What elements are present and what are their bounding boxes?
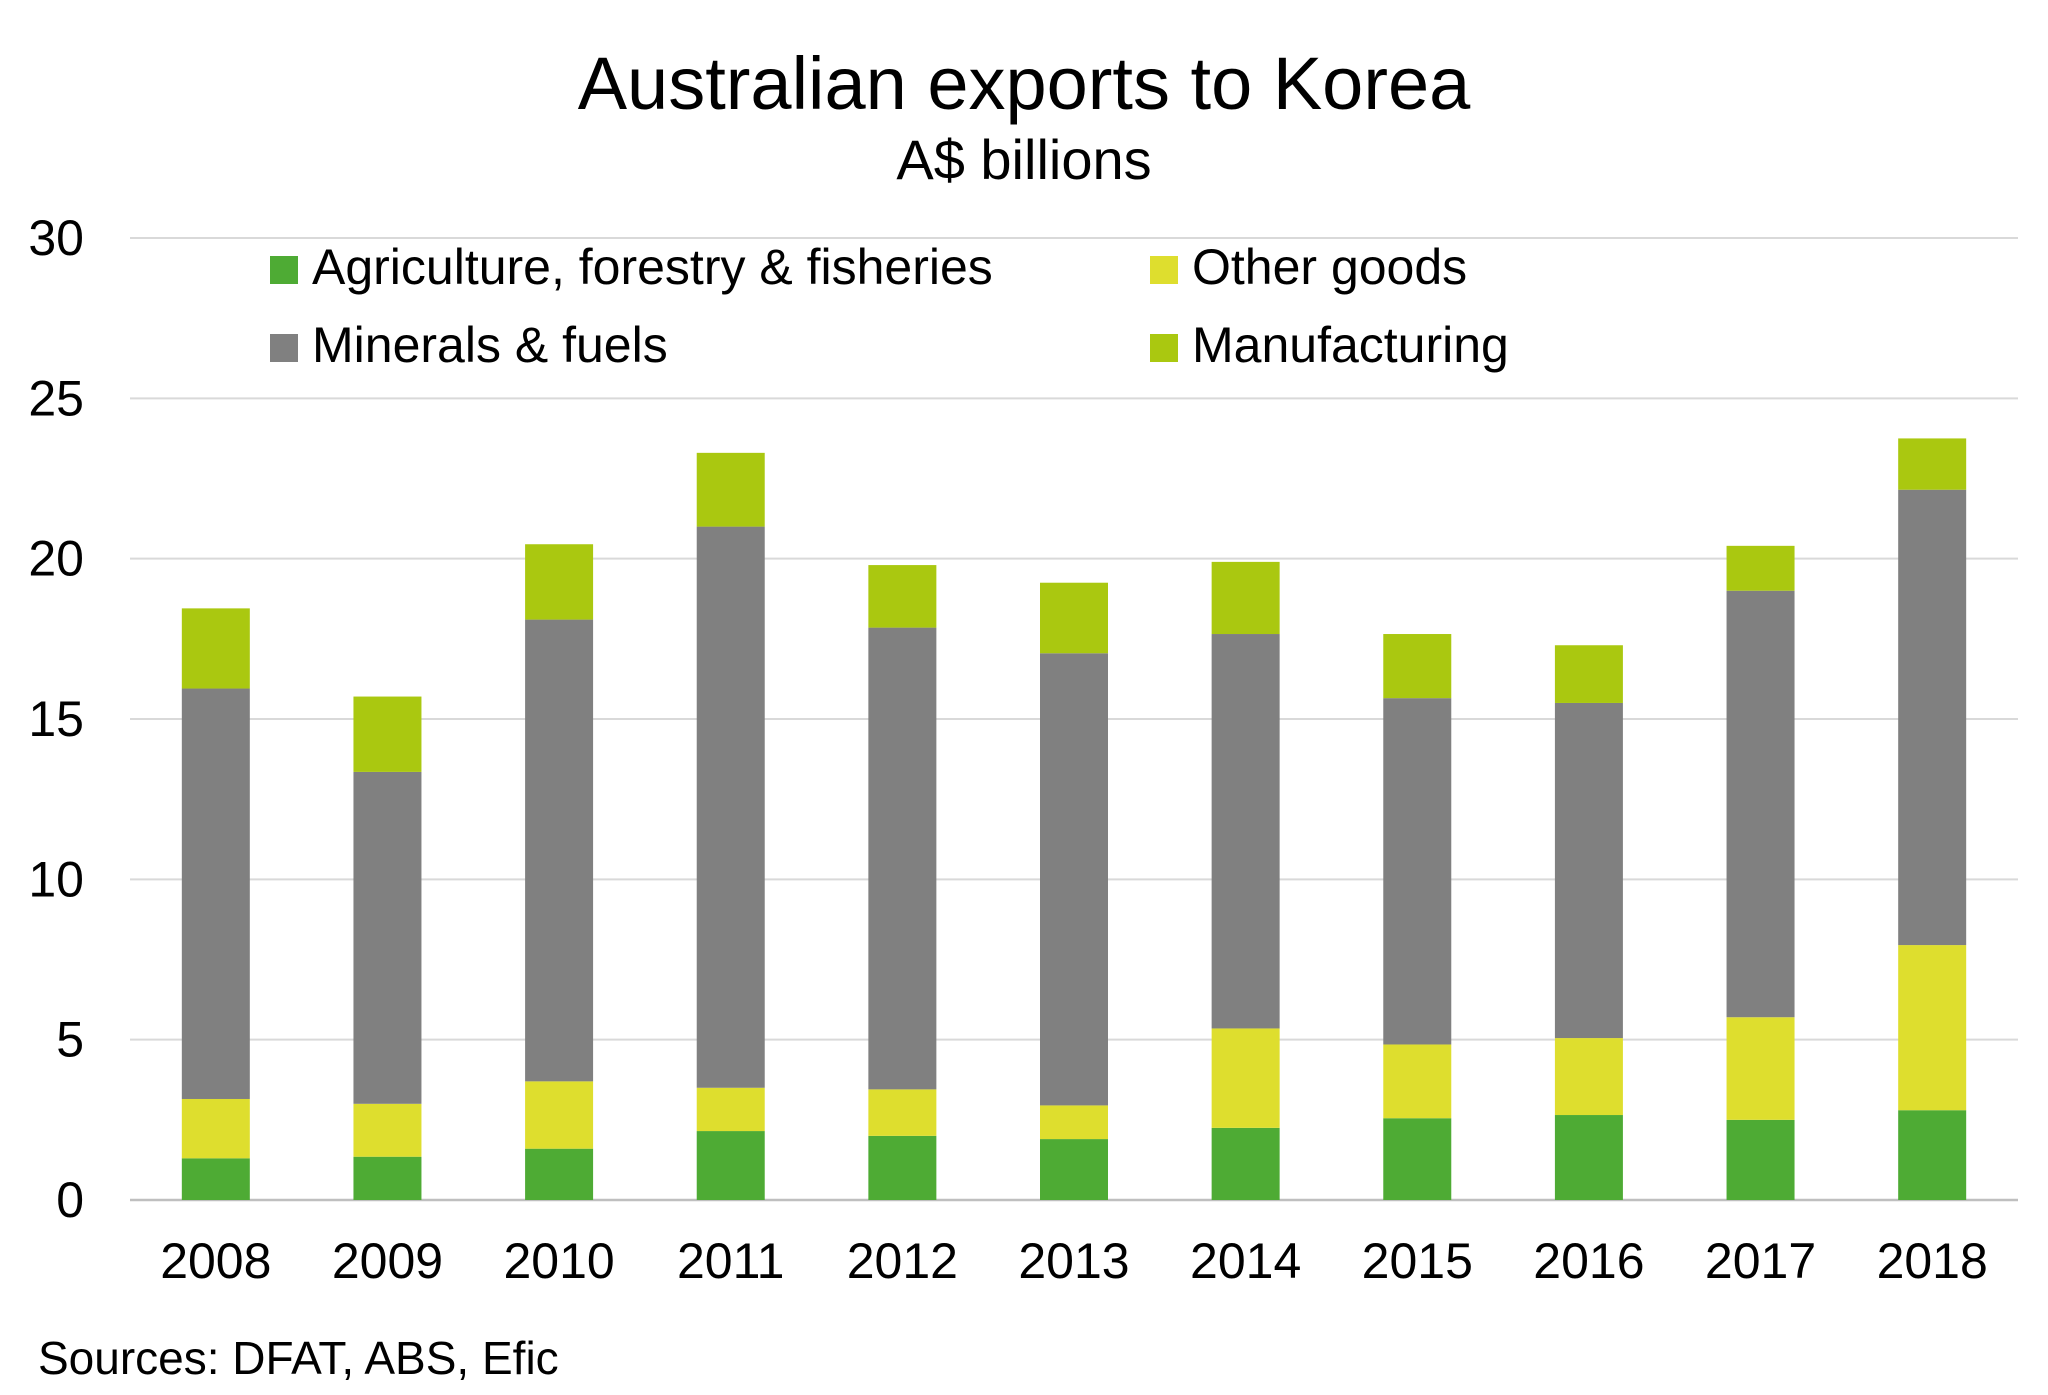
bar-segment — [868, 627, 937, 1090]
bar-segment — [1040, 582, 1108, 654]
bar-segment — [1211, 561, 1280, 635]
chart-title: Australian exports to Korea — [577, 42, 1471, 125]
x-tick-label: 2015 — [1362, 1233, 1473, 1289]
bar-segment — [696, 526, 765, 1088]
legend-swatch — [1150, 334, 1178, 362]
bar-segment — [1726, 590, 1795, 1018]
bar-segment — [181, 608, 250, 689]
bar-segment — [353, 771, 422, 1104]
x-tick-label: 2008 — [160, 1233, 271, 1289]
bar-segment — [1554, 702, 1623, 1039]
y-tick-label: 5 — [56, 1012, 84, 1068]
bar-segment — [1554, 1038, 1623, 1116]
bar-segment — [1040, 1105, 1108, 1140]
bar-segment — [353, 696, 422, 772]
legend-entry: Agriculture, forestry & fisheries — [312, 239, 993, 295]
bar-segment — [1898, 489, 1967, 946]
y-tick-label: 15 — [28, 691, 84, 747]
bar-segment — [696, 1131, 765, 1200]
y-tick-label: 10 — [28, 851, 84, 907]
bar-segment — [525, 619, 594, 1082]
x-tick-label: 2017 — [1705, 1233, 1816, 1289]
bar-segment — [1383, 634, 1452, 699]
bar-segment — [1554, 1115, 1623, 1200]
bar-segment — [525, 1148, 594, 1200]
bar-segment — [1898, 1110, 1967, 1200]
bar-segment — [1383, 1044, 1452, 1119]
bar-segment — [353, 1156, 422, 1200]
source-note: Sources: DFAT, ABS, Efic — [38, 1332, 559, 1384]
bar-segment — [1040, 653, 1108, 1106]
bar-segment — [525, 544, 594, 620]
bar-segment — [1383, 1118, 1452, 1200]
bar-segment — [525, 1081, 594, 1149]
y-tick-label: 0 — [56, 1172, 84, 1228]
x-tick-label: 2011 — [677, 1233, 785, 1289]
chart-subtitle: A$ billions — [896, 128, 1152, 191]
bar-segment — [181, 1098, 250, 1159]
bar-segment — [1726, 1017, 1795, 1120]
legend-swatch — [270, 256, 298, 284]
bar-segment — [1726, 1119, 1795, 1200]
bar-segment — [181, 688, 250, 1099]
x-tick-label: 2010 — [503, 1233, 614, 1289]
bar-segment — [868, 1089, 937, 1136]
y-tick-label: 20 — [28, 531, 84, 587]
x-tick-label: 2016 — [1533, 1233, 1644, 1289]
bar-segment — [1211, 1028, 1280, 1128]
bar-segment — [868, 565, 937, 628]
y-tick-label: 30 — [28, 210, 84, 266]
legend-entry: Manufacturing — [1192, 317, 1509, 373]
bar-segment — [1726, 545, 1795, 591]
legend-entry: Minerals & fuels — [312, 317, 668, 373]
y-tick-label: 25 — [28, 370, 84, 426]
x-tick-label: 2014 — [1190, 1233, 1301, 1289]
bar-segment — [353, 1103, 422, 1157]
bar-segment — [1211, 634, 1280, 1029]
bar-segment — [1898, 438, 1967, 490]
bar-segment — [181, 1158, 250, 1200]
bar-segment — [1898, 945, 1967, 1111]
x-tick-label: 2013 — [1018, 1233, 1129, 1289]
bar-segment — [1383, 698, 1452, 1045]
bar-segment — [1554, 645, 1623, 703]
x-tick-label: 2009 — [332, 1233, 443, 1289]
legend-swatch — [270, 334, 298, 362]
x-tick-label: 2012 — [847, 1233, 958, 1289]
bar-segment — [696, 452, 765, 527]
bar-segment — [1040, 1139, 1108, 1200]
legend-entry: Other goods — [1192, 239, 1467, 295]
legend-swatch — [1150, 256, 1178, 284]
bar-segment — [1211, 1127, 1280, 1200]
x-tick-label: 2018 — [1877, 1233, 1988, 1289]
bar-segment — [696, 1087, 765, 1132]
bar-segment — [868, 1135, 937, 1200]
